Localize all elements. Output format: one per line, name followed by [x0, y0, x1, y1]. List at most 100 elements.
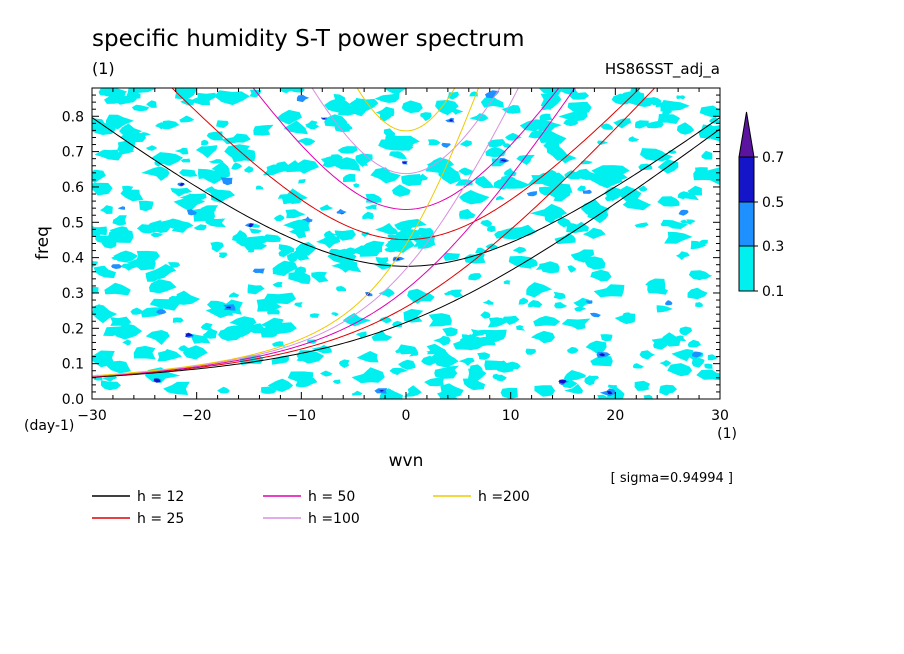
power-blob-low — [342, 124, 353, 130]
legend: h = 12 h = 25 h = 50 h =100 h =200 — [92, 489, 530, 527]
power-blob-low — [294, 302, 303, 307]
x-axis-label: wvn — [389, 451, 424, 471]
power-blob-low — [291, 249, 310, 261]
power-blob-low — [566, 222, 585, 234]
power-blob-low — [403, 308, 424, 323]
power-blob-low — [246, 323, 269, 334]
power-blob-low — [375, 223, 399, 235]
power-blob-low — [174, 147, 189, 155]
power-blob-mid — [220, 177, 233, 186]
power-blob-low — [573, 297, 593, 308]
power-blob-low — [407, 288, 428, 304]
power-blob-low — [305, 120, 318, 129]
power-blob-low — [459, 208, 476, 219]
power-blob-low — [657, 114, 681, 124]
power-blob-low — [518, 297, 529, 305]
power-blob-low — [214, 90, 250, 106]
power-blob-low — [447, 289, 464, 298]
power-blob-high — [153, 378, 161, 383]
power-blob-low — [597, 394, 608, 399]
power-blob-low — [562, 370, 586, 381]
power-blob-low — [533, 315, 561, 327]
power-blob-low — [272, 260, 298, 277]
power-blob-low — [334, 122, 350, 133]
power-blob-high — [226, 306, 231, 309]
power-blob-low — [229, 316, 257, 331]
power-blob-low — [487, 139, 506, 148]
power-blob-low — [704, 363, 713, 369]
power-blob-low — [311, 271, 329, 283]
power-blob-low — [634, 222, 649, 228]
power-blob-mid — [186, 209, 197, 216]
power-blob-low — [342, 312, 371, 327]
power-blob-low — [145, 220, 171, 233]
power-blob-low — [709, 116, 720, 124]
power-blob-low — [195, 145, 218, 159]
power-blob-low — [581, 160, 593, 165]
power-blob-low — [535, 262, 554, 270]
power-blob-low — [92, 182, 113, 196]
power-blob-low — [424, 377, 444, 387]
power-blob-low — [459, 140, 472, 147]
power-blob-low — [235, 235, 267, 247]
power-blob-low — [337, 146, 358, 154]
power-blob-low — [178, 345, 190, 352]
power-blob-low — [660, 389, 671, 396]
power-blob-low — [316, 234, 341, 249]
power-blob-low — [163, 381, 190, 395]
dispersion-curve-h50-ig — [252, 88, 560, 210]
legend-label: h =100 — [308, 511, 360, 527]
power-blob-high — [379, 390, 385, 392]
power-blob-low — [614, 313, 636, 325]
power-blob-low — [356, 351, 379, 363]
power-blob-low — [679, 326, 693, 336]
power-blob-low — [643, 394, 653, 399]
power-blob-low — [140, 307, 164, 318]
colorbar-segment — [738, 156, 755, 203]
power-blob-low — [600, 123, 613, 130]
power-blob-low — [433, 335, 451, 346]
power-blob-low — [115, 323, 143, 340]
power-blob-low — [688, 270, 710, 281]
power-blob-low — [141, 166, 170, 181]
power-blob-low — [145, 270, 166, 282]
power-blob-low — [330, 96, 350, 114]
power-blob-high — [179, 182, 185, 186]
legend-label: h =200 — [478, 489, 530, 505]
power-blob-low — [130, 307, 144, 315]
power-blob-low — [378, 288, 395, 298]
power-blob-low — [500, 387, 518, 399]
power-blob-low — [464, 253, 486, 264]
colorbar-label: 0.1 — [762, 284, 784, 300]
plot-area — [92, 88, 720, 399]
dispersion-curve-h25-eastward — [92, 88, 656, 378]
power-blob-low — [512, 246, 527, 254]
power-blob-low — [687, 339, 701, 348]
x-axis-unit: (1) — [717, 426, 737, 442]
power-blob-mid — [692, 351, 703, 358]
power-blob-low — [605, 196, 612, 202]
power-blob-low — [193, 224, 207, 231]
power-blob-low — [319, 204, 334, 211]
power-blob-low — [120, 130, 147, 143]
dispersion-curve-h100-eastward — [92, 88, 519, 377]
power-blob-low — [480, 96, 504, 108]
x-tick-label: 0 — [402, 408, 411, 424]
power-blob-low — [458, 357, 475, 366]
power-blob-mid — [678, 209, 689, 216]
power-blob-low — [430, 348, 454, 362]
power-blob-low — [401, 100, 423, 114]
power-blob-low — [294, 159, 319, 174]
power-blob-low — [435, 100, 459, 116]
power-blob-mid — [582, 189, 593, 194]
power-blob-mid — [665, 300, 673, 306]
power-blob-low — [384, 135, 420, 149]
power-blob-low — [156, 218, 188, 229]
power-blob-low — [477, 352, 490, 360]
power-blob-low — [256, 185, 264, 190]
power-blob-low — [288, 271, 311, 284]
power-blob-low — [104, 282, 131, 296]
power-blob-low — [289, 199, 302, 204]
power-blob-low — [102, 375, 118, 382]
colorbar-label: 0.7 — [762, 150, 784, 166]
